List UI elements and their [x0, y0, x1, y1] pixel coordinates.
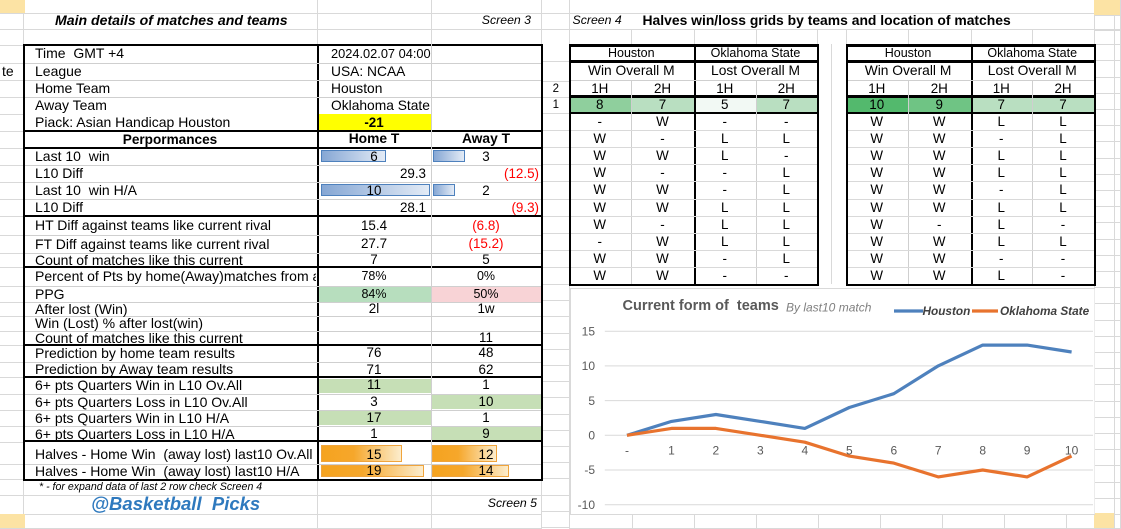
svg-text:3: 3	[757, 444, 764, 458]
svg-text:4: 4	[801, 444, 808, 458]
svg-text:By last10 match: By last10 match	[786, 301, 872, 315]
svg-text:0: 0	[588, 429, 595, 443]
svg-text:15: 15	[581, 324, 595, 338]
svg-text:1: 1	[668, 444, 675, 458]
svg-text:10: 10	[581, 359, 595, 373]
svg-text:Houston: Houston	[922, 304, 970, 318]
svg-text:2: 2	[712, 444, 719, 458]
svg-text:5: 5	[588, 394, 595, 408]
svg-text:9: 9	[1023, 444, 1030, 458]
svg-text:5: 5	[845, 444, 852, 458]
svg-text:-: -	[625, 444, 629, 458]
svg-text:-10: -10	[577, 498, 595, 512]
svg-text:-5: -5	[584, 463, 595, 477]
svg-text:10: 10	[1064, 444, 1078, 458]
svg-text:7: 7	[934, 444, 941, 458]
svg-text:Oklahoma State: Oklahoma State	[1000, 304, 1090, 318]
svg-text:6: 6	[890, 444, 897, 458]
svg-text:Current form of teams: Current form of teams	[622, 298, 778, 314]
svg-text:8: 8	[979, 444, 986, 458]
